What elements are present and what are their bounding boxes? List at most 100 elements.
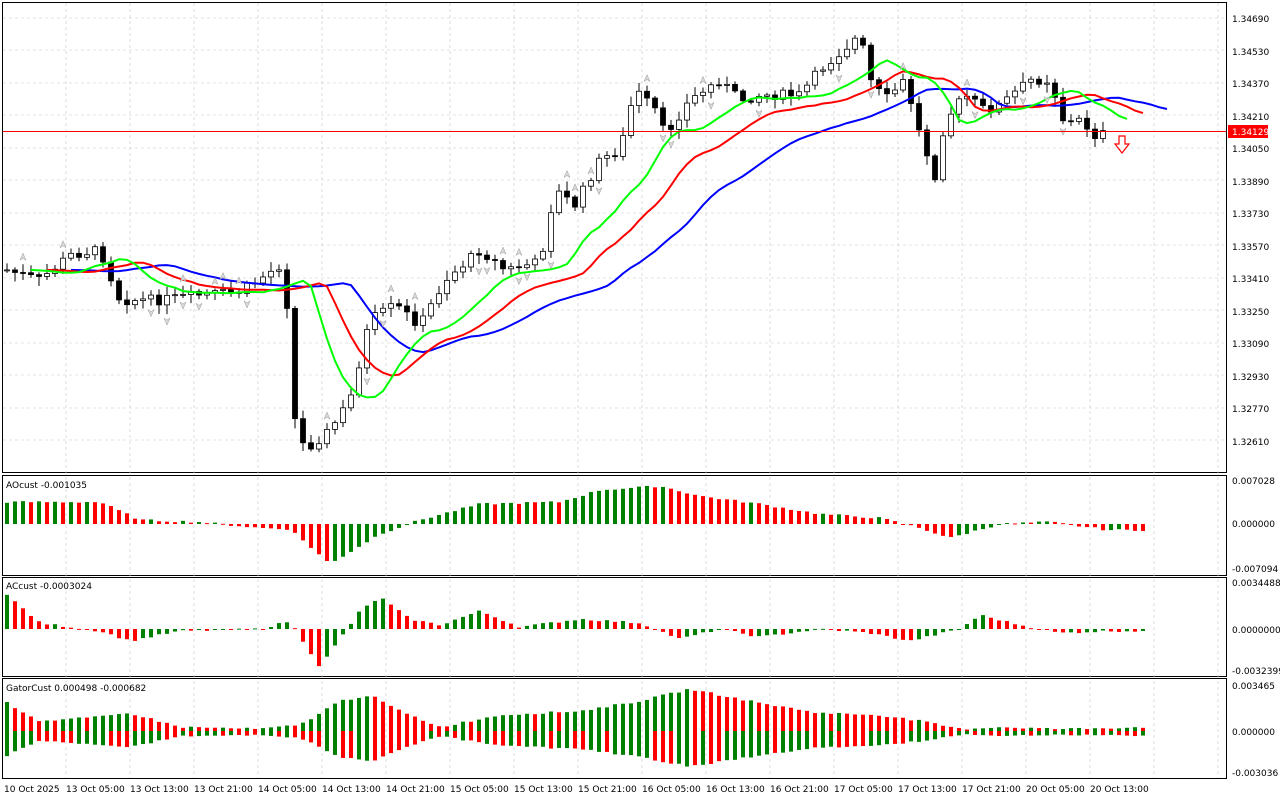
gator-lower-bar — [197, 731, 201, 737]
fractal-down-icon — [363, 377, 371, 386]
gator-lower-bar — [645, 731, 649, 758]
time-tick: 16 Oct 21:00 — [770, 785, 829, 795]
ac-bar — [189, 629, 193, 631]
gator-upper-bar — [117, 714, 121, 731]
time-tick: 15 Oct 13:00 — [514, 785, 573, 795]
gator-upper-bar — [981, 728, 985, 731]
ac-bar — [1045, 629, 1049, 630]
gator-lower-bar — [629, 731, 633, 756]
ao-bar — [805, 511, 809, 524]
gator-upper-bar — [325, 708, 329, 731]
gator-lower-bar — [1013, 731, 1017, 736]
gator-upper-bar — [757, 702, 761, 731]
gator-upper-bar — [813, 713, 817, 731]
gator-upper-bar — [13, 708, 17, 731]
ao-bar — [837, 514, 841, 524]
bull-candle — [1020, 81, 1026, 92]
gator-lower-bar — [237, 731, 241, 735]
ac-bar — [421, 621, 425, 629]
ac-bar — [757, 629, 761, 637]
ac-bar — [1141, 629, 1145, 631]
bull-candle — [1004, 96, 1010, 104]
gator-lower-bar — [429, 731, 433, 739]
gator-upper-bar — [1117, 728, 1121, 731]
gator-upper-bar — [845, 713, 849, 731]
gator-lower-bar — [1069, 731, 1073, 736]
gator-upper-bar — [789, 707, 793, 731]
ac-bar — [925, 629, 929, 637]
ac-bar — [45, 624, 49, 629]
gator-lower-bar — [781, 731, 785, 753]
bear-candle — [156, 294, 162, 306]
time-tick: 20 Oct 13:00 — [1090, 785, 1149, 795]
ao-bar — [181, 520, 185, 524]
gator-lower-bar — [453, 731, 457, 738]
gator-lower-bar — [869, 731, 873, 746]
gator-upper-bar — [405, 713, 409, 731]
gator-lower-bar — [805, 731, 809, 750]
bear-candle — [76, 252, 82, 258]
time-tick: 14 Oct 13:00 — [322, 785, 381, 795]
down-arrow-icon — [1113, 135, 1131, 154]
ac-bar — [69, 627, 73, 629]
ac-bar — [605, 620, 609, 629]
bear-candle — [1068, 120, 1074, 123]
ao-bar — [237, 524, 241, 527]
gator-lower-bar — [821, 731, 825, 748]
bull-candle — [468, 253, 474, 268]
gator-scale: 0.003465 0.000000 -0.003036 — [1232, 682, 1278, 779]
ao-bar — [317, 524, 321, 555]
gator-lower-bar — [573, 731, 577, 749]
ao-bar — [621, 488, 625, 524]
gator-lower-bar — [533, 731, 537, 747]
ac-bar — [405, 615, 409, 629]
ac-bar — [941, 629, 945, 633]
ao-bar — [141, 519, 145, 524]
ao-bar — [605, 489, 609, 524]
fractal-down-icon — [515, 276, 523, 286]
gator-upper-bar — [1045, 727, 1049, 731]
fractal-down-icon — [163, 317, 171, 326]
gator-upper-bar — [749, 700, 753, 731]
bull-candle — [436, 293, 442, 305]
bull-candle — [1100, 130, 1106, 139]
gator-upper-bar — [397, 709, 401, 731]
gator-lower-bar — [205, 731, 209, 736]
ac-bar — [725, 629, 729, 630]
gator-upper-bar — [1109, 728, 1113, 731]
fractal-up-icon — [219, 271, 227, 281]
time-axis[interactable]: 10 Oct 2025 13 Oct 05:00 13 Oct 13:00 13… — [4, 785, 1149, 795]
bull-candle — [1012, 90, 1018, 98]
fractal-down-icon — [243, 300, 251, 309]
price-scale[interactable]: 1.34690 1.34530 1.34370 1.34210 1.34050 … — [1232, 15, 1269, 448]
alligator-jaw-line — [70, 87, 1168, 354]
ao-bar — [789, 509, 793, 524]
ao-bar — [853, 516, 857, 524]
gator-upper-bar — [221, 727, 225, 731]
gator-lower-bar — [885, 731, 889, 745]
ac-scale-tick: -0.0032399 — [1232, 667, 1280, 677]
ao-bar — [925, 524, 929, 531]
time-tick: 15 Oct 05:00 — [450, 785, 509, 795]
ac-bar — [109, 629, 113, 635]
ao-bar — [189, 522, 193, 524]
ac-bar — [301, 629, 305, 642]
gator-upper-bar — [597, 707, 601, 731]
bear-candle — [484, 254, 490, 260]
bull-candle — [148, 294, 154, 300]
gator-lower-bar — [109, 731, 113, 746]
alligator-lips-line — [30, 59, 1128, 399]
main-chart-panel[interactable] — [2, 2, 1227, 473]
gator-lower-bar — [373, 731, 377, 761]
gator-lower-bar — [525, 731, 529, 747]
gator-upper-bar — [509, 715, 513, 731]
bear-candle — [748, 100, 754, 103]
gator-upper-bar — [77, 717, 81, 731]
gator-lower-bar — [357, 731, 361, 760]
bear-candle — [492, 259, 498, 261]
gator-upper-bar — [1021, 728, 1025, 731]
ac-bar — [117, 629, 121, 639]
ac-bar — [1069, 629, 1073, 633]
